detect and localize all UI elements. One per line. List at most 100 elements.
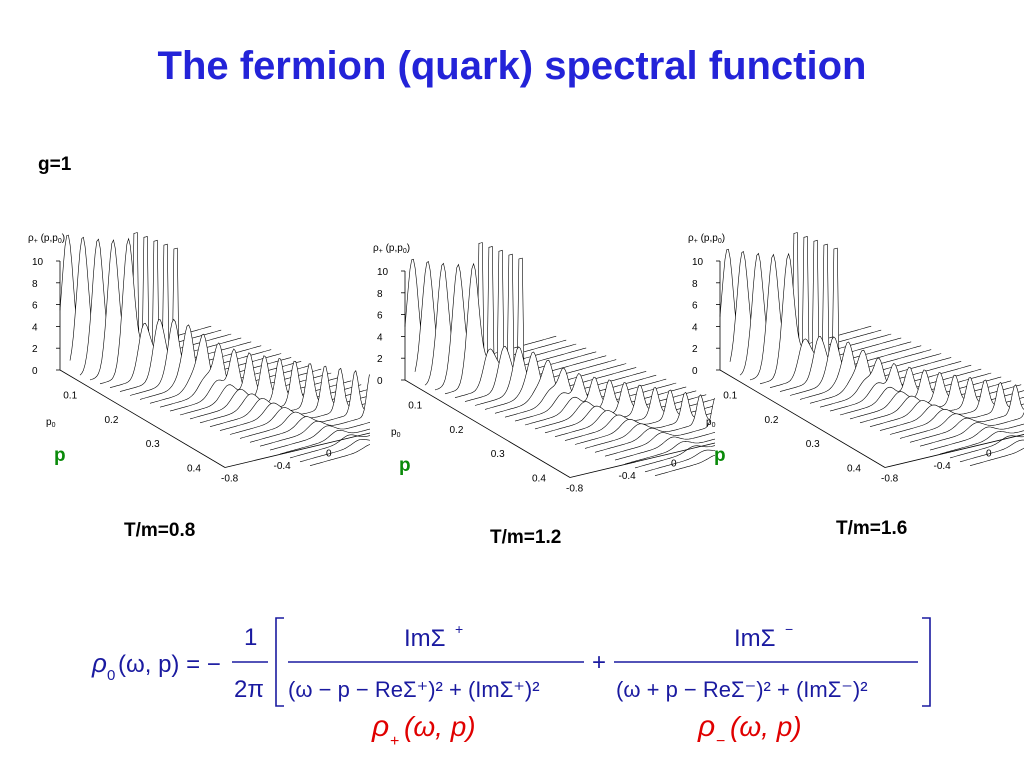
caption-1: T/m=0.8 [124,520,196,541]
spectral-curve [849,369,1002,420]
p-tick-label: -0.8 [566,484,584,495]
spectral-curve [839,366,992,416]
p0-axis-label: p0 [706,417,716,429]
p-note-label: p [1005,484,1011,486]
p-axis-label: p [714,445,726,466]
z-tick-label: 0 [32,366,38,377]
z-tick-label: 10 [377,267,389,278]
p0-tick-label: 0.1 [723,390,737,401]
spectral-curve [444,257,597,395]
p0-tick-label: 0.4 [187,464,201,475]
spectral-curve [594,394,715,453]
spectral-curve [309,444,370,466]
spectral-curve [634,445,715,469]
spectral-curve [434,253,587,391]
spectral-curve [909,384,1024,443]
p0-tick-label: 0.2 [105,415,119,426]
p0-axis-label: p0 [46,417,56,429]
z-tick-label: 2 [377,354,383,365]
p0-axis-label: p0 [391,427,401,439]
z-tick-label: 8 [32,279,38,290]
formula-t1-num-sup: + [455,621,463,637]
spectral-curve [219,363,370,431]
coupling-label: g=1 [38,154,72,175]
spectral-curve [299,439,370,463]
p-tick-label: -0.4 [274,461,292,472]
spectral-curve [289,434,370,459]
z-axis-label: ρ+ (p,p0) [28,233,65,245]
rho-minus-sub: − [716,733,725,750]
spectral-curve [654,454,715,476]
rho-plus-sub: + [390,733,399,750]
z-tick-label: 4 [692,322,698,333]
p0-tick-label: 0.3 [806,439,820,450]
waterfall-curves [59,232,370,466]
spectral-curve [564,387,715,441]
rho-plus-args: (ω, p) [404,711,476,742]
waterfall-curves [404,242,715,476]
spectral-curve [524,376,677,426]
p0-tick-label: 0.4 [847,464,861,475]
formula-t1-den: (ω − p − ReΣ⁺)² + (ImΣ⁺)² [288,677,540,702]
spectral-curve [969,447,1024,466]
p0-tick-label: 0.1 [63,390,77,401]
p-tick-label: -0.8 [221,474,239,485]
z-tick-label: 4 [377,332,383,343]
spectral-curve [869,374,1022,427]
spectral-plot-1: ρ+ (p,p0)10864200.10.20.30.4p0-0.8-0.400… [28,232,370,486]
z-tick-label: 0 [692,366,698,377]
spectral-curve [554,384,707,437]
z-tick-label: 2 [692,344,698,355]
spectral-curve [534,379,687,430]
spectral-curve [249,370,370,443]
spectral-curve [99,237,252,385]
waterfall-curves [719,232,1024,466]
p-tick-label: -0.4 [934,461,952,472]
z-tick-label: 6 [377,311,383,322]
z-axis-label: ρ+ (p,p0) [373,243,410,255]
z-tick-label: 6 [32,301,38,312]
spectral-plot-3: ρ+ (p,p0)10864200.10.20.30.4p0-0.8-0.400… [688,232,1024,486]
caption-3: T/m=1.6 [836,518,908,539]
p0-tick-label: 0.2 [450,425,464,436]
z-tick-label: 8 [692,279,698,290]
p0-tick-label: 0.4 [532,474,546,485]
spectral-curve [624,438,715,465]
spectral-plot-2: ρ+ (p,p0) 10 8 6 4 2 0 0.1 0.2 0.3 0.4 p0 -0.8 -0.4 0 0… [373,242,715,496]
p0-tick-label: 0.3 [146,439,160,450]
spectral-curve [959,439,1024,463]
formula-frac1-den: 2π [234,676,264,703]
z-tick-label: 0 [377,376,383,387]
p-tick-label: 0 [326,449,332,460]
caption-2: T/m=1.2 [490,527,562,548]
rho-minus-args: (ω, p) [730,711,802,742]
spectral-curve [259,373,370,447]
formula-plus: + [592,649,606,676]
spectral-curve [759,247,912,385]
p-tick-label: -0.8 [881,474,899,485]
rho-minus: ρ [697,710,715,743]
spectral-curve [739,239,892,376]
spectral-curve [604,397,715,457]
spectral-curve [644,449,715,473]
p-axis-label: p [54,445,66,466]
formula-t2-den: (ω + p − ReΣ⁻)² + (ImΣ⁻)² [616,677,868,702]
p0-tick-label: 0.3 [491,449,505,460]
p-axis-label: p [399,455,411,476]
z-axis-label: ρ+ (p,p0) [688,233,725,245]
formula-lhs-args: (ω, p) = − [118,651,221,678]
p-tick-label: -0.4 [619,471,637,482]
p-tick-label: 0 [986,449,992,460]
rho-plus: ρ [371,710,389,743]
spectral-curve [749,243,902,381]
z-tick-label: 2 [32,344,38,355]
p-note-label: p [690,494,696,496]
p-tick-label: 0 [671,459,677,470]
formula-t1-num: ImΣ [404,625,446,652]
z-tick-label: 6 [692,301,698,312]
spectral-curve [424,249,577,386]
p0-tick-label: 0.1 [408,400,422,411]
p-note-label: p [345,484,351,486]
spectral-curve [899,381,1024,439]
z-tick-label: 4 [32,322,38,333]
